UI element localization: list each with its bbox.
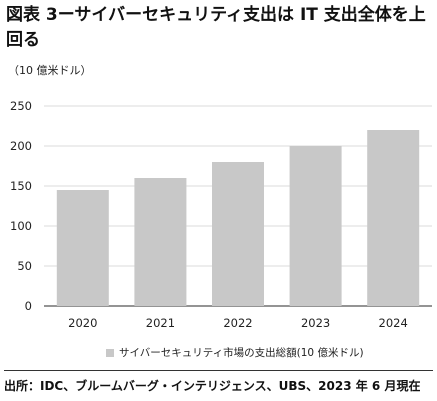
y-axis-ticks: 0 50 100 150 200 250 — [10, 99, 32, 313]
bar-2023 — [289, 146, 342, 306]
bar-chart: 0 50 100 150 200 250 2020 2021 2022 2023 2024 — [10, 99, 432, 330]
y-tick-label: 150 — [10, 179, 32, 193]
legend-swatch — [106, 348, 114, 357]
bars — [56, 130, 420, 306]
x-tick-label: 2021 — [146, 316, 175, 330]
bar-2022 — [212, 162, 264, 306]
y-tick-label: 200 — [10, 139, 32, 153]
source-note: 出所：IDC、ブルームバーグ・インテリジェンス、UBS、2023 年 6 月現在 — [4, 379, 421, 393]
bar-2020 — [56, 190, 109, 306]
y-tick-label: 50 — [17, 259, 32, 273]
x-tick-label: 2020 — [68, 316, 97, 330]
x-tick-label: 2023 — [301, 316, 330, 330]
chart-title: 図表 3ーサイバーセキュリティ支出は IT 支出全体を上回る — [6, 5, 426, 50]
y-tick-label: 250 — [10, 99, 32, 113]
legend-label: サイバーセキュリティ市場の支出総額(10 億米ドル) — [119, 347, 364, 359]
y-tick-label: 100 — [10, 219, 32, 233]
unit-label: （10 億米ドル） — [8, 64, 92, 77]
x-tick-label: 2024 — [379, 316, 408, 330]
source-divider — [4, 370, 433, 371]
y-tick-label: 0 — [25, 299, 32, 313]
x-axis-ticks: 2020 2021 2022 2023 2024 — [68, 316, 408, 330]
legend: サイバーセキュリティ市場の支出総額(10 億米ドル) — [106, 345, 364, 360]
x-tick-label: 2022 — [223, 316, 252, 330]
bar-2024 — [367, 130, 420, 306]
bar-2021 — [134, 178, 187, 306]
